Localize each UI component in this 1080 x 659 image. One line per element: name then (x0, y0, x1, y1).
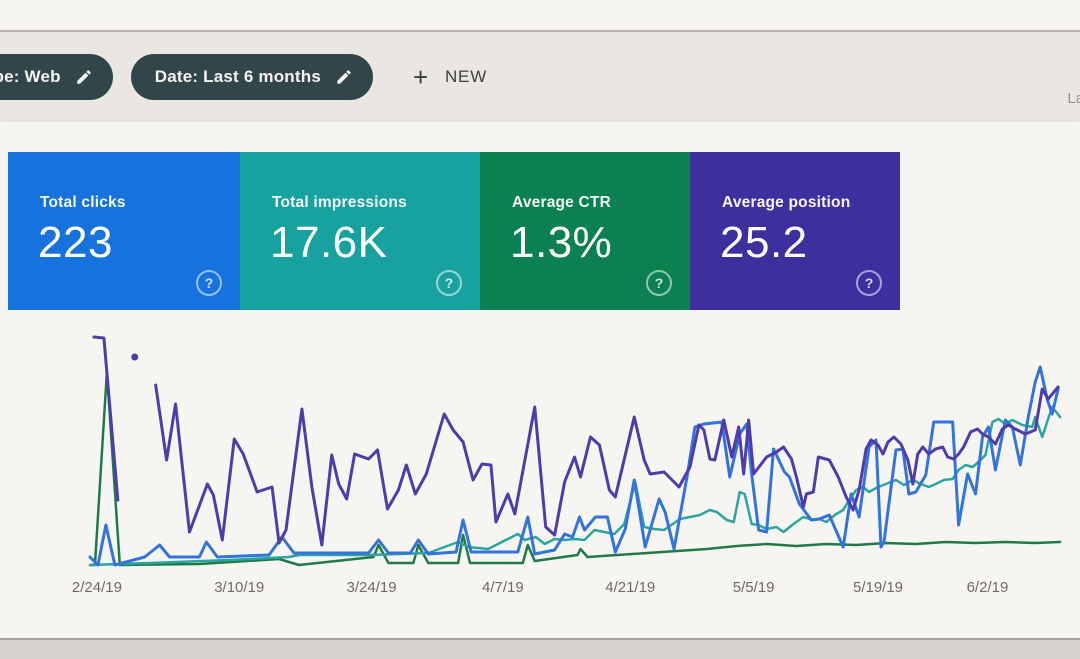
window-top-edge (0, 0, 1080, 32)
metric-cards-row: Total clicks 223 ? Total impressions 17.… (8, 152, 900, 310)
x-axis-label: 3/24/19 (346, 579, 397, 596)
new-filter-button[interactable]: + NEW (407, 63, 493, 91)
edit-pencil-icon[interactable] (335, 68, 353, 86)
metric-card-average-ctr[interactable]: Average CTR 1.3% ? (480, 152, 690, 310)
help-icon[interactable]: ? (196, 270, 222, 296)
x-axis-label: 4/7/19 (482, 579, 524, 596)
x-axis-label: 3/10/19 (214, 579, 265, 596)
x-axis-labels: 2/24/19 3/10/19 3/24/19 4/7/19 4/21/19 5/5/19… (72, 579, 1080, 605)
metric-value: 25.2 (720, 218, 808, 267)
help-icon[interactable]: ? (646, 270, 672, 296)
chart-line-average-position (92, 335, 120, 502)
page-background-bottom (0, 640, 1080, 659)
x-axis-label: 5/5/19 (732, 579, 775, 596)
metric-value: 17.6K (270, 218, 388, 267)
filter-bar: type: Web Date: Last 6 months + NEW La (0, 32, 1080, 122)
help-icon[interactable]: ? (436, 270, 462, 296)
metric-label: Average position (722, 194, 851, 211)
new-filter-label: NEW (444, 67, 488, 86)
x-axis-label: 5/19/19 (852, 579, 904, 596)
filter-chip-date-range[interactable]: Date: Last 6 months (130, 54, 373, 100)
filter-chip-search-type[interactable]: type: Web (0, 54, 113, 100)
metric-label: Total impressions (272, 194, 407, 211)
truncated-last-updated-text: La (1067, 90, 1080, 107)
x-axis-label: 2/24/19 (71, 579, 122, 596)
chart-line-total-clicks (88, 365, 1060, 567)
chart-point-dot (131, 353, 139, 361)
x-axis-label: 6/2/19 (966, 579, 1009, 596)
metric-label: Total clicks (40, 194, 126, 211)
metric-value: 1.3% (510, 218, 613, 267)
help-icon[interactable]: ? (856, 270, 882, 296)
x-axis-label: 4/21/19 (605, 579, 656, 596)
filter-chip-date-range-label: Date: Last 6 months (154, 67, 321, 86)
edit-pencil-icon[interactable] (75, 68, 93, 86)
metric-card-total-clicks[interactable]: Total clicks 223 ? (8, 152, 240, 310)
metric-card-total-impressions[interactable]: Total impressions 17.6K ? (240, 152, 480, 310)
chart-line-average-position (154, 383, 1060, 547)
plus-icon: + (413, 62, 429, 92)
chart-line-total-impressions (88, 405, 1062, 567)
chart-canvas[interactable] (85, 327, 1080, 577)
filter-chip-search-type-label: type: Web (0, 67, 61, 86)
performance-chart[interactable]: 2/24/19 3/10/19 3/24/19 4/7/19 4/21/19 5/5/19… (72, 327, 1080, 612)
metric-card-average-position[interactable]: Average position 25.2 ? (690, 152, 900, 310)
metric-label: Average CTR (512, 194, 611, 211)
performance-panel: Total clicks 223 ? Total impressions 17.… (0, 122, 1080, 640)
metric-value: 223 (38, 218, 113, 267)
